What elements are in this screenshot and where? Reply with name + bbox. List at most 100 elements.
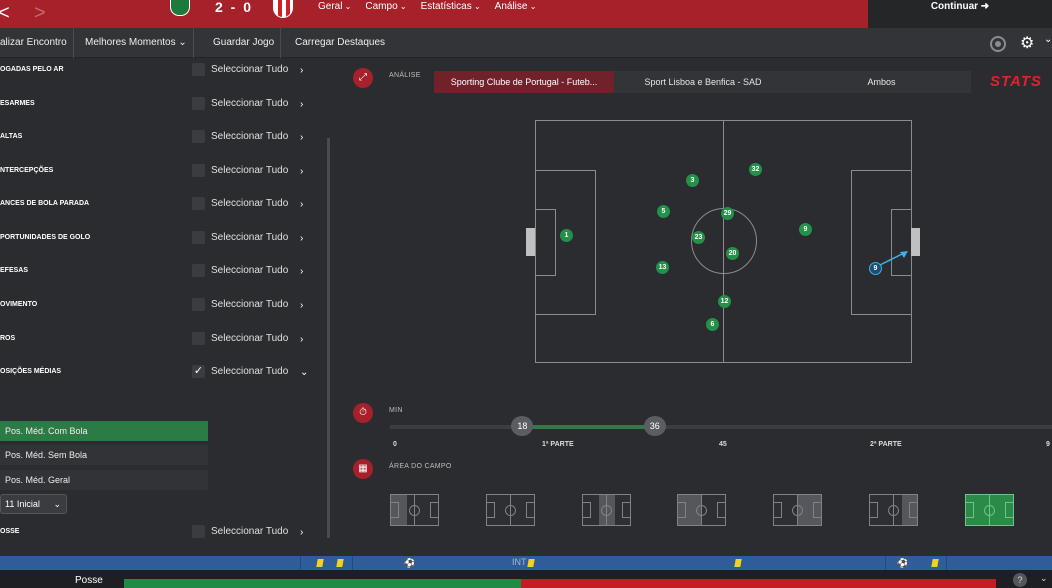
chevron-right-icon[interactable]: › (300, 199, 304, 210)
filter-row-fouls[interactable]: altas Seleccionar Tudo › (0, 130, 325, 165)
chevron-right-icon[interactable]: › (300, 233, 304, 244)
nav-campo[interactable]: Campo (365, 0, 406, 14)
tab-both[interactable]: Ambos (867, 77, 896, 87)
player-marker[interactable]: 9 (799, 223, 812, 236)
chevron-down-icon[interactable]: ⌄ (300, 367, 309, 378)
select-all-label[interactable]: Seleccionar Tudo (211, 64, 289, 75)
chevron-right-icon[interactable]: › (300, 300, 304, 311)
help-icon[interactable]: ? (1013, 573, 1027, 587)
filter-row-tackles[interactable]: esarmes Seleccionar Tudo › (0, 97, 325, 132)
player-marker[interactable]: 29 (721, 207, 734, 220)
yellow-card-icon[interactable] (316, 559, 324, 567)
area-option-middle-third[interactable] (582, 494, 631, 526)
filter-checkbox[interactable] (192, 164, 205, 177)
filter-checkbox[interactable] (192, 97, 205, 110)
player-marker[interactable]: 1 (560, 229, 573, 242)
back-arrow-icon[interactable]: < (0, 2, 10, 24)
area-option-defensive-third[interactable] (390, 494, 439, 526)
area-option-opposition-half[interactable] (773, 494, 822, 526)
chevron-down-icon[interactable]: ⌄ (1044, 34, 1052, 45)
record-icon[interactable] (990, 36, 1006, 52)
yellow-card-icon[interactable] (527, 559, 535, 567)
filter-checkbox[interactable] (192, 231, 205, 244)
filter-checkbox[interactable] (192, 332, 205, 345)
tab-home-team[interactable]: Sporting Clube de Portugal - Futeb... (434, 71, 614, 93)
chevron-right-icon[interactable]: › (300, 266, 304, 277)
player-marker[interactable]: 23 (692, 231, 705, 244)
player-marker[interactable]: 32 (749, 163, 762, 176)
tab-away-team[interactable]: Sport Lisboa e Benfica - SAD (644, 77, 762, 87)
yellow-card-icon[interactable] (336, 559, 344, 567)
goal-ball-icon[interactable]: ⚽ (897, 558, 909, 568)
forward-arrow-icon[interactable]: > (34, 2, 46, 24)
area-option-attacking-third[interactable] (869, 494, 918, 526)
select-all-label[interactable]: Seleccionar Tudo (211, 299, 289, 310)
player-marker[interactable]: 20 (726, 247, 739, 260)
panel-scrollbar[interactable] (327, 138, 330, 538)
filter-checkbox[interactable] (192, 264, 205, 277)
chevron-down-icon[interactable]: ⌄ (1040, 573, 1048, 583)
select-all-label[interactable]: Seleccionar Tudo (211, 333, 289, 344)
chevron-right-icon[interactable]: › (300, 132, 304, 143)
select-all-label[interactable]: Seleccionar Tudo (211, 232, 289, 243)
chevron-right-icon[interactable]: › (300, 65, 304, 76)
opponent-marker[interactable]: 9 (869, 262, 882, 275)
player-marker[interactable]: 3 (686, 174, 699, 187)
area-option-own-half[interactable] (677, 494, 726, 526)
select-all-label[interactable]: Seleccionar Tudo (211, 265, 289, 276)
filter-checkbox[interactable] (192, 298, 205, 311)
filter-checkbox[interactable] (192, 63, 205, 76)
continue-button[interactable]: Continuar ➜ (868, 0, 1052, 28)
player-marker[interactable]: 12 (718, 295, 731, 308)
filter-checkbox-checked[interactable]: ✓ (192, 365, 205, 378)
filter-checkbox[interactable] (192, 130, 205, 143)
select-all-label[interactable]: Seleccionar Tudo (211, 165, 289, 176)
player-marker[interactable]: 13 (656, 261, 669, 274)
nav-analise[interactable]: Análise (495, 0, 537, 14)
filter-checkbox[interactable] (192, 525, 205, 538)
nav-estatisticas[interactable]: Estatísticas (421, 0, 481, 14)
yellow-card-icon[interactable] (734, 559, 742, 567)
area-box-left (966, 502, 974, 518)
select-all-label[interactable]: Seleccionar Tudo (211, 198, 289, 209)
match-event-timeline[interactable]: ⚽ INT ⚽ (0, 556, 1052, 570)
filter-row-aerial[interactable]: ogadas pelo ar Seleccionar Tudo › (0, 63, 325, 98)
chevron-right-icon[interactable]: › (300, 334, 304, 345)
gear-icon[interactable]: ⚙ (1020, 35, 1035, 52)
time-range-slider[interactable]: 18 36 (390, 416, 1052, 436)
filter-row-errors[interactable]: ros Seleccionar Tudo › (0, 332, 325, 367)
area-option-defensive-half[interactable] (486, 494, 535, 526)
time-end-handle[interactable]: 36 (643, 416, 666, 436)
filter-row-average-positions[interactable]: osições médias ✓ Seleccionar Tudo ⌄ (0, 365, 325, 400)
chevron-right-icon[interactable]: › (300, 166, 304, 177)
area-option-whole-pitch[interactable] (965, 494, 1014, 526)
save-game-button[interactable]: Guardar Jogo (207, 28, 282, 58)
time-start-handle[interactable]: 18 (511, 416, 534, 436)
toolbar-match-button[interactable]: alizar Encontro (0, 28, 74, 58)
filter-row-set-pieces[interactable]: ances de bola parada Seleccionar Tudo › (0, 197, 325, 232)
filter-row-chances[interactable]: portunidades de golo Seleccionar Tudo › (0, 231, 325, 266)
lineup-dropdown[interactable]: 11 Inicial ⌄ (0, 494, 67, 514)
select-all-label[interactable]: Seleccionar Tudo (211, 98, 289, 109)
load-highlights-button[interactable]: Carregar Destaques (295, 37, 386, 48)
filter-checkbox[interactable] (192, 197, 205, 210)
goal-ball-icon[interactable]: ⚽ (404, 558, 416, 568)
sub-option-with-ball[interactable]: Pos. Méd. Com Bola (0, 421, 208, 441)
chevron-right-icon[interactable]: › (300, 99, 304, 110)
select-all-label[interactable]: Seleccionar Tudo (211, 366, 289, 377)
filter-row-movement[interactable]: ovimento Seleccionar Tudo › (0, 298, 325, 333)
area-box-right (1005, 502, 1013, 518)
filter-row-possession[interactable]: osse Seleccionar Tudo › (0, 525, 325, 560)
highlights-dropdown[interactable]: Melhores Momentos ⌄ (79, 28, 194, 58)
player-marker[interactable]: 6 (706, 318, 719, 331)
select-all-label[interactable]: Seleccionar Tudo (211, 526, 289, 537)
nav-geral[interactable]: Geral (318, 0, 351, 14)
filter-row-interceptions[interactable]: ntercepções Seleccionar Tudo › (0, 164, 325, 199)
sub-option-without-ball[interactable]: Pos. Méd. Sem Bola (0, 445, 208, 465)
select-all-label[interactable]: Seleccionar Tudo (211, 131, 289, 142)
filter-row-saves[interactable]: efesas Seleccionar Tudo › (0, 264, 325, 299)
sub-option-overall[interactable]: Pos. Méd. Geral (0, 470, 208, 490)
chevron-right-icon[interactable]: › (300, 527, 304, 538)
player-marker[interactable]: 5 (657, 205, 670, 218)
yellow-card-icon[interactable] (931, 559, 939, 567)
